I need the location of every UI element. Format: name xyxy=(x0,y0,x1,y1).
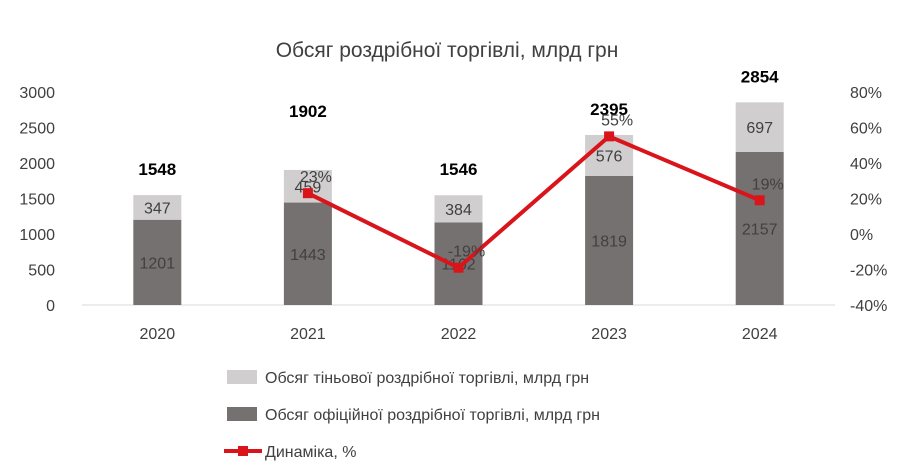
legend-label-shadow: Обсяг тіньової роздрібної торгівлі, млрд… xyxy=(265,370,589,387)
y-left-tick-label: 2500 xyxy=(19,121,55,138)
official-bar xyxy=(585,175,634,305)
shadow-bar xyxy=(133,195,182,220)
dynamics-marker xyxy=(302,188,313,199)
legend-label-dynamics: Динаміка, % xyxy=(265,444,356,461)
y-right-tick-label: -40% xyxy=(850,298,887,315)
shadow-value-label: 697 xyxy=(746,120,773,137)
dynamics-value-label: 19% xyxy=(752,176,784,193)
chart-axes: 0 500 1000 1500 2000 2500 3000 -40% -20% 0% 20% 40%… xyxy=(19,85,887,343)
official-bar xyxy=(735,151,784,305)
x-tick-label: 2022 xyxy=(441,326,477,343)
official-bar xyxy=(283,202,332,305)
total-value-label: 1902 xyxy=(289,102,327,121)
legend-swatch-official xyxy=(227,407,257,421)
dynamics-series-line xyxy=(307,134,761,270)
total-value-label: 1548 xyxy=(138,160,176,179)
x-tick-label: 2023 xyxy=(591,326,627,343)
dynamics-value-label: 23% xyxy=(300,169,332,186)
y-left-tick-label: 0 xyxy=(46,298,55,315)
y-right-tick-label: -20% xyxy=(850,263,887,280)
x-tick-label: 2024 xyxy=(742,326,778,343)
official-value-label: 1201 xyxy=(140,255,176,272)
chart-title: Обсяг роздрібної торгівлі, млрд грн xyxy=(276,39,619,62)
y-right-tick-label: 0% xyxy=(850,227,873,244)
legend-label-official: Обсяг офіційної роздрібної торгівлі, млр… xyxy=(265,407,600,424)
legend-swatch-marker xyxy=(238,446,248,456)
shadow-bar xyxy=(434,195,483,223)
official-value-label: 2157 xyxy=(742,221,778,238)
y-right-tick-label: 60% xyxy=(850,121,882,138)
dynamics-line: 23% -19% 55% 19% xyxy=(300,112,784,273)
y-left-tick-label: 500 xyxy=(28,263,55,280)
total-value-label: 2395 xyxy=(590,100,628,119)
y-left-tick-label: 1500 xyxy=(19,192,55,209)
legend-swatch-shadow xyxy=(227,370,257,384)
x-tick-label: 2020 xyxy=(140,326,176,343)
dynamics-marker xyxy=(604,131,615,142)
dynamics-value-label: 55% xyxy=(601,112,633,129)
shadow-value-label: 384 xyxy=(445,202,472,219)
shadow-value-label: 347 xyxy=(144,200,171,217)
y-right-tick-label: 20% xyxy=(850,192,882,209)
total-value-label: 2854 xyxy=(741,67,779,86)
official-value-label: 1443 xyxy=(290,247,326,264)
y-right-tick-label: 40% xyxy=(850,156,882,173)
dynamics-marker xyxy=(453,262,464,273)
y-left-tick-label: 2000 xyxy=(19,156,55,173)
total-labels: 1548 1902 1546 2395 2854 xyxy=(138,67,779,179)
official-bar xyxy=(133,219,182,305)
shadow-bar xyxy=(735,102,784,152)
y-left-tick-label: 3000 xyxy=(19,85,55,102)
total-value-label: 1546 xyxy=(440,160,478,179)
shadow-value-label: 576 xyxy=(596,148,623,165)
shadow-value-label: 459 xyxy=(295,179,322,196)
official-value-label: 1819 xyxy=(591,233,627,250)
dynamics-marker xyxy=(754,195,765,206)
y-left-tick-label: 1000 xyxy=(19,227,55,244)
x-tick-label: 2021 xyxy=(290,326,326,343)
y-right-tick-label: 80% xyxy=(850,85,882,102)
dynamics-value-label: -19% xyxy=(448,244,485,261)
chart-legend: Обсяг тіньової роздрібної торгівлі, млрд… xyxy=(224,370,600,461)
